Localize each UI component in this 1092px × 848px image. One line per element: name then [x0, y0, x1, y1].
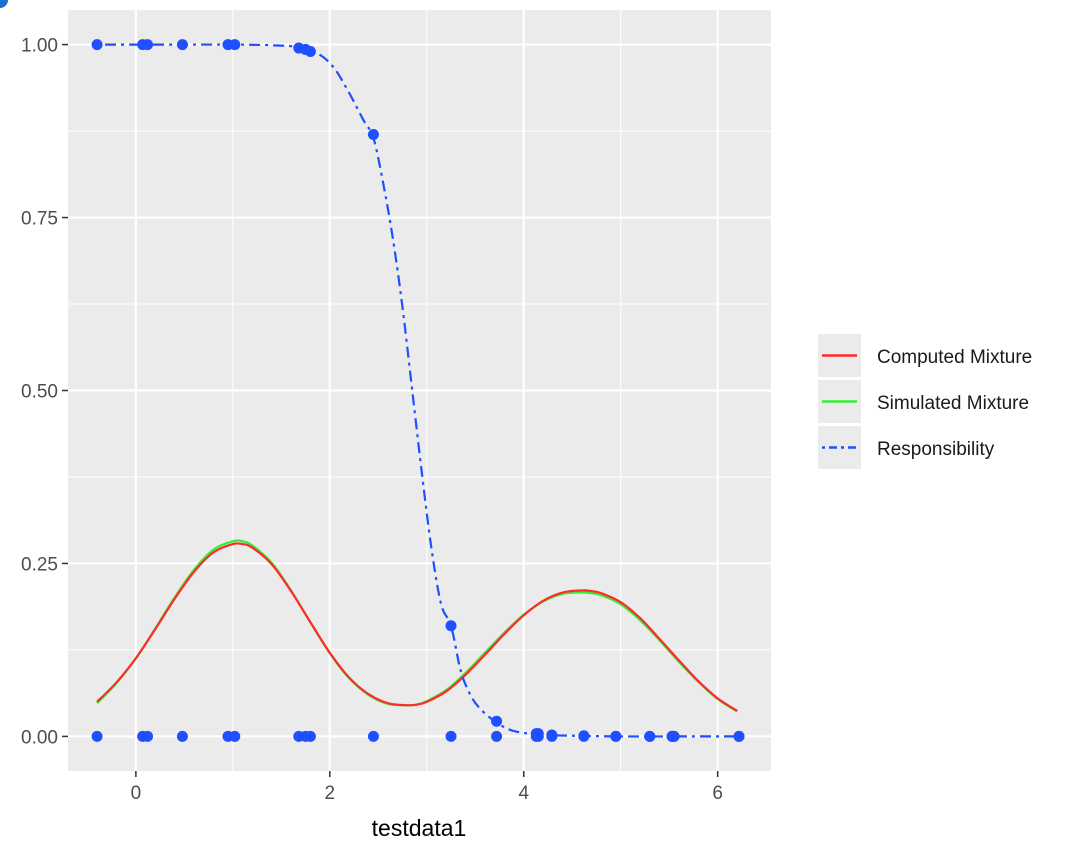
- responsibility-point: [491, 715, 503, 727]
- y-tick-label: 0.00: [21, 727, 58, 748]
- data-point-zero: [668, 730, 680, 742]
- data-point-zero: [91, 730, 103, 742]
- corner-marker: [0, 0, 8, 8]
- responsibility-point: [229, 39, 241, 51]
- data-point-zero: [176, 730, 188, 742]
- grid-minor: [68, 10, 771, 771]
- y-tick-label: 0.50: [21, 382, 58, 403]
- data-point-zero: [546, 730, 558, 742]
- x-axis-title: testdata1: [372, 815, 467, 841]
- grid-major: [68, 10, 771, 771]
- legend-label: Computed Mixture: [877, 347, 1032, 368]
- data-point-zero: [733, 730, 745, 742]
- legend-label: Simulated Mixture: [877, 393, 1029, 414]
- points-layer: [91, 39, 745, 742]
- data-point-zero: [532, 730, 544, 742]
- x-tick-label: 2: [325, 783, 336, 804]
- data-point-zero: [491, 730, 503, 742]
- responsibility-point: [142, 39, 154, 51]
- data-point-zero: [445, 730, 457, 742]
- y-axis: 0.00 0.25 0.50 0.75 1.00: [21, 36, 68, 748]
- legend-label: Responsibility: [877, 439, 995, 460]
- legend: Computed Mixture Simulated Mixture Respons…: [818, 334, 1032, 469]
- responsibility-point: [445, 620, 457, 632]
- x-axis: 0 2 4 6: [131, 771, 723, 804]
- responsibility-point: [176, 39, 188, 51]
- y-tick-label: 0.75: [21, 209, 58, 230]
- x-tick-label: 6: [712, 783, 723, 804]
- x-tick-label: 0: [131, 783, 142, 804]
- responsibility-point: [304, 46, 316, 58]
- y-tick-label: 1.00: [21, 36, 58, 57]
- data-point-zero: [142, 730, 154, 742]
- responsibility-point: [367, 129, 379, 141]
- x-tick-label: 4: [518, 783, 529, 804]
- data-point-zero: [304, 730, 316, 742]
- data-point-zero: [229, 730, 241, 742]
- data-point-zero: [644, 730, 656, 742]
- y-tick-label: 0.25: [21, 554, 58, 575]
- data-point-zero: [610, 730, 622, 742]
- responsibility-point: [91, 39, 103, 51]
- data-point-zero: [367, 730, 379, 742]
- data-point-zero: [578, 730, 590, 742]
- series-line-computed-mixture: [96, 542, 738, 712]
